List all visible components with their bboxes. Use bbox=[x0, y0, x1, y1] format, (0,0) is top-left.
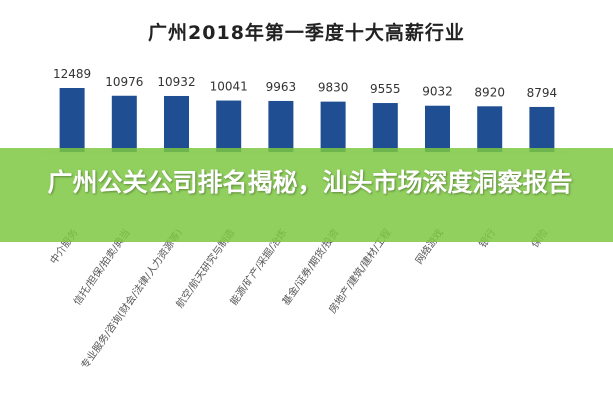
bar-value-label: 10976 bbox=[105, 75, 143, 89]
bar bbox=[59, 88, 85, 152]
bar-value-label: 9830 bbox=[318, 81, 349, 95]
bar bbox=[529, 106, 555, 152]
bar-value-label: 9555 bbox=[370, 82, 401, 96]
bar-value-label: 9963 bbox=[266, 80, 297, 94]
bar bbox=[425, 105, 450, 152]
bar bbox=[216, 100, 242, 152]
bar-value-label: 8920 bbox=[474, 85, 505, 99]
bar-value-label: 10041 bbox=[210, 80, 248, 94]
bar bbox=[164, 95, 189, 152]
bar-value-label: 9032 bbox=[422, 85, 453, 99]
category-tick-label: 专业服务/咨询(财会/法律/人力资源等) bbox=[78, 226, 185, 371]
bar bbox=[320, 101, 346, 152]
banner-headline: 广州公关公司排名揭秘，汕头市场深度洞察报告 bbox=[47, 168, 573, 197]
bar-value-label: 12489 bbox=[53, 67, 91, 81]
bar bbox=[477, 106, 503, 152]
chart-title: 广州2018年第一季度十大高薪行业 bbox=[148, 22, 465, 44]
bar bbox=[111, 95, 137, 152]
bar-value-label: 8794 bbox=[527, 86, 558, 100]
overlay-banner: 广州公关公司排名揭秘，汕头市场深度洞察报告 bbox=[0, 148, 613, 242]
bar bbox=[372, 103, 398, 152]
bar-value-label: 10932 bbox=[157, 75, 195, 89]
bar bbox=[268, 100, 294, 152]
